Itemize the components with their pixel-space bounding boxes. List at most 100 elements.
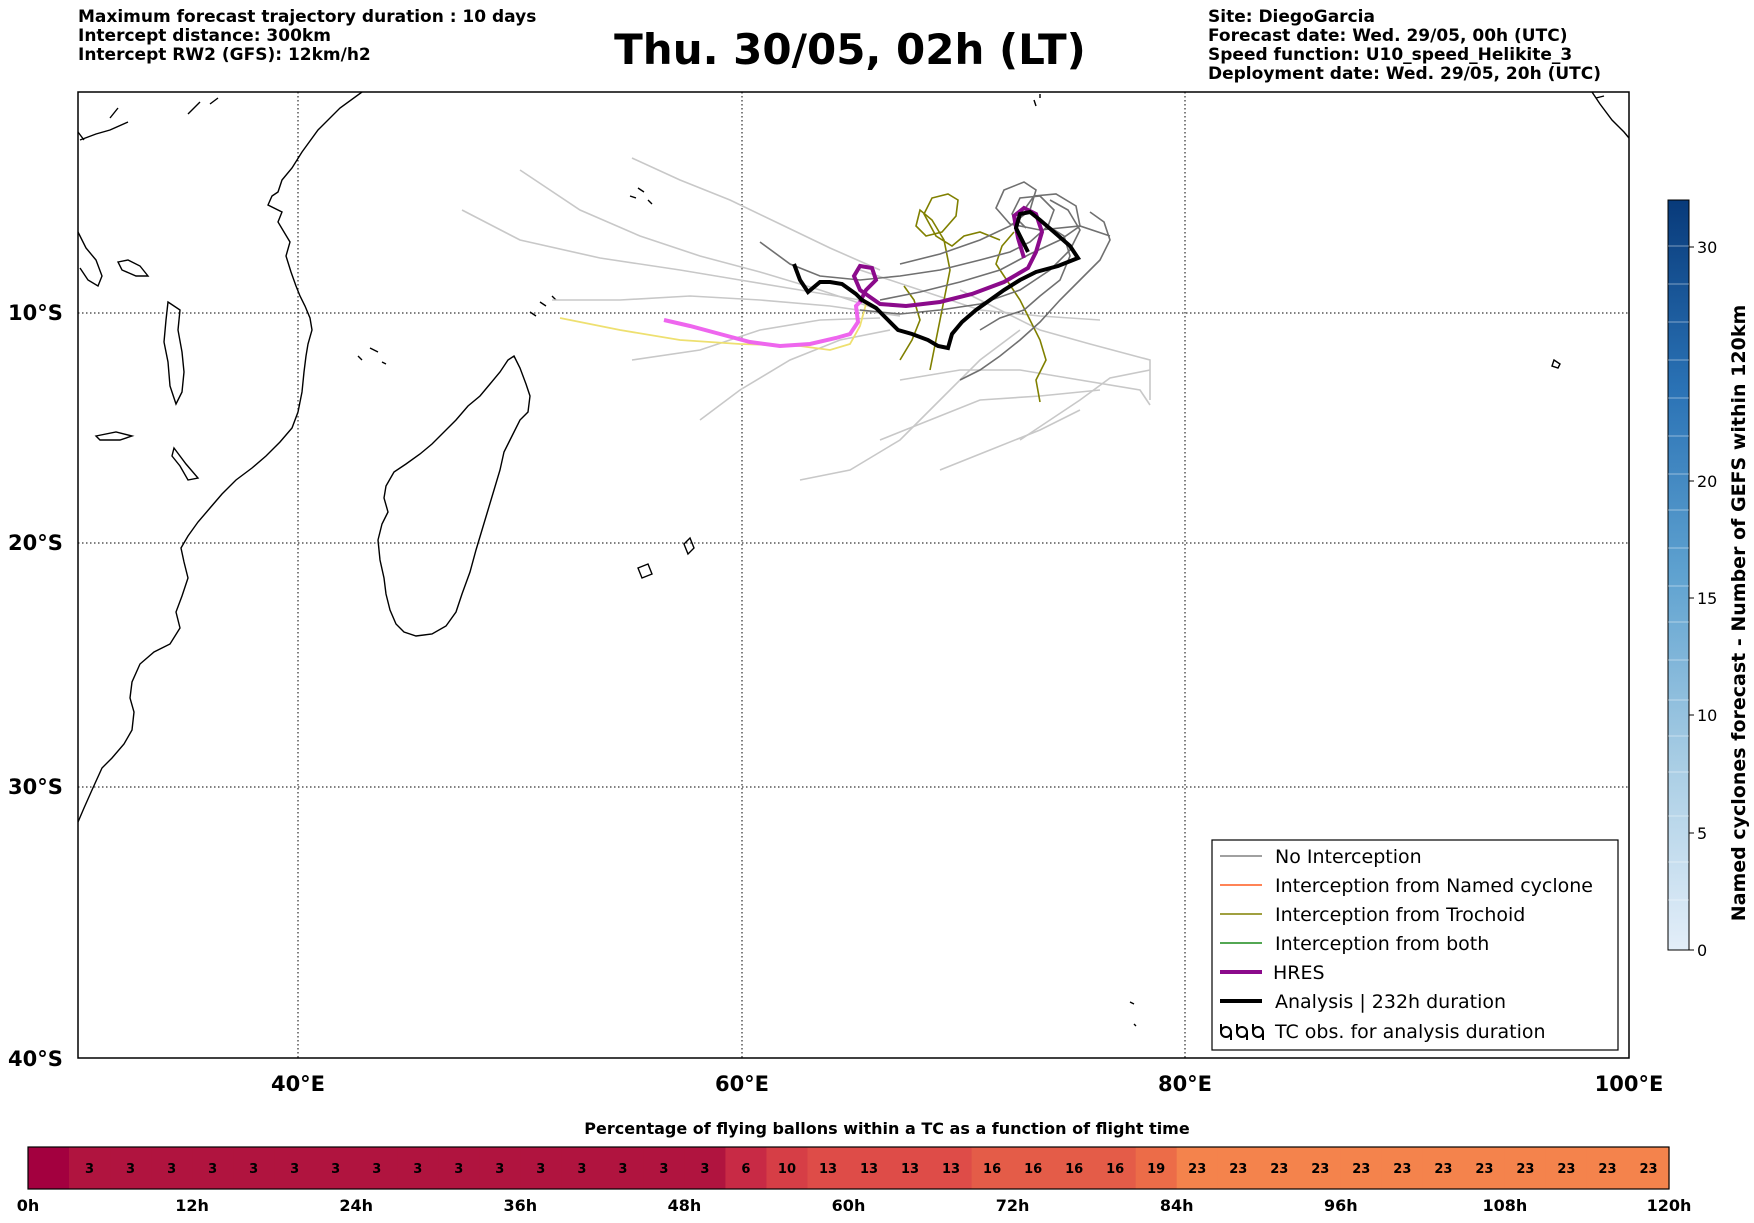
colorbar-cell-value: 19 [1147,1162,1165,1177]
colorbar-cell [848,1147,891,1189]
colorbar-cell [1135,1147,1178,1189]
horn-coast [78,231,103,288]
hres-trajectory [851,205,1045,309]
legend-entry-tc-obs: TC obs. for analysis duration [1220,1021,1546,1043]
colorbar-cell [397,1147,439,1189]
colorbar-cell [1545,1147,1588,1189]
lon-label-80e: 80°E [1158,1072,1212,1096]
colorbar-time-label: 36h [503,1196,537,1215]
lat-label-30s: 30°S [8,775,63,799]
colorbar-cell [602,1147,644,1189]
colorbar-time-label: 24h [339,1196,373,1215]
colorbar-cell [192,1147,234,1189]
colorbar-cell-value: 23 [1434,1162,1452,1177]
legend-entry-trochoid: Interception from Trochoid [1220,904,1525,926]
lon-label-40e: 40°E [271,1072,325,1096]
colorbar-cell-value: 16 [983,1162,1001,1177]
svg-text:Interception from both: Interception from both [1275,933,1489,955]
legend-entry-analysis: Analysis | 232h duration [1220,991,1506,1013]
colorbar-cell-value: 3 [618,1162,627,1177]
colorbar-cell [1012,1147,1055,1189]
colorbar-cell-value: 3 [372,1162,381,1177]
svg-text:0: 0 [1697,941,1707,960]
forecast-parameters: Maximum forecast trajectory duration : 1… [78,8,536,65]
lake-malawi [171,446,200,481]
colorbar-cell-value: 16 [1106,1162,1124,1177]
colorbar-cell [1586,1147,1629,1189]
colorbar-cell-value: 13 [942,1162,960,1177]
colorbar-cell-value: 23 [1311,1162,1329,1177]
colorbar-cell-value: 6 [741,1162,750,1177]
colorbar-cell-value: 23 [1557,1162,1575,1177]
colorbar-cell [1299,1147,1342,1189]
ensemble-trajectories-light [461,157,1151,481]
colorbar-cell-value: 23 [1516,1162,1534,1177]
svg-text:Interception from Named cyclon: Interception from Named cyclone [1275,875,1593,897]
colorbar-cell [1504,1147,1547,1189]
svg-text:15: 15 [1697,589,1717,608]
arabia-coastline [78,97,219,141]
colorbar-time-label: 72h [996,1196,1030,1215]
colorbar-cell-value: 3 [85,1162,94,1177]
colorbar-cell-value: 3 [536,1162,545,1177]
colorbar-cell-value: 13 [819,1162,837,1177]
legend-entry-hres: HRES [1220,962,1325,984]
legend-entry-named-cyclone: Interception from Named cyclone [1220,875,1593,897]
colorbar-cell-value: 23 [1475,1162,1493,1177]
colorbar-time-label: 96h [1324,1196,1358,1215]
colorbar-cell [684,1147,727,1189]
intercept-rw2-text: Intercept RW2 (GFS): 12km/h2 [78,45,371,65]
hres-forecast-trajectory [663,298,864,349]
colorbar-blue-gradient [1667,199,1690,951]
colorbar-cell [1381,1147,1424,1189]
colorbar-cell-value: 3 [413,1162,422,1177]
legend-entry-both: Interception from both [1220,933,1489,955]
africa-coastline [78,92,363,823]
sumatra-tip [1591,92,1629,139]
colorbar-cell-value: 3 [700,1162,709,1177]
colorbar-cell [1422,1147,1465,1189]
colorbar-cell [889,1147,932,1189]
legend: No Interception Interception from Named … [1211,839,1619,1051]
colorbar-cell [520,1147,562,1189]
longitude-labels: 40°E 60°E 80°E 100°E [271,1072,1663,1096]
colorbar-cell [233,1147,275,1189]
svg-text:No Interception: No Interception [1275,846,1422,868]
colorbar-bottom-time-labels: 0h 12h 24h 36h 48h 60h 72h 84h 96h 108h 120h [17,1196,1692,1215]
colorbar-blue-label: Named cyclones forecast - Number of GEFS… [1728,305,1750,922]
svg-text:TC obs. for analysis duration: TC obs. for analysis duration [1274,1021,1546,1043]
map-frame [77,91,1630,1059]
site-text: Site: DiegoGarcia [1208,7,1375,27]
colorbar-cell-value: 23 [1229,1162,1247,1177]
colorbar-cell-value: 10 [778,1162,796,1177]
colorbar-cell [766,1147,809,1189]
lon-label-100e: 100°E [1595,1072,1664,1096]
colorbar-cell-value: 3 [659,1162,668,1177]
site-information: Site: DiegoGarcia Forecast date: Wed. 29… [1208,8,1601,84]
lake-victoria [163,300,185,406]
colorbar-cell [274,1147,316,1189]
colorbar-cell-value: 3 [454,1162,463,1177]
colorbar-cell-value: 3 [290,1162,299,1177]
colorbar-cell-value: 3 [208,1162,217,1177]
colorbar-cell-value: 23 [1188,1162,1206,1177]
colorbar-cell [110,1147,152,1189]
colorbar-bottom-title: Percentage of flying ballons within a TC… [584,1119,1190,1138]
colorbar-cell [69,1147,111,1189]
socotra-island [116,259,150,277]
lat-label-10s: 10°S [8,301,63,325]
colorbar-cell [438,1147,480,1189]
colorbar-cell-value: 23 [1639,1162,1657,1177]
colorbar-cell [356,1147,398,1189]
map-content [78,92,1629,1058]
map-title: Thu. 30/05, 02h (LT) [614,25,1086,74]
colorbar-cell-value: 23 [1598,1162,1616,1177]
colorbar-time-label: 84h [1160,1196,1194,1215]
colorbar-cell [28,1147,70,1189]
colorbar-cell [1463,1147,1506,1189]
speed-function-text: Speed function: U10_speed_Helikite_3 [1208,45,1573,65]
colorbar-time-label: 12h [175,1196,209,1215]
colorbar-cell [1627,1147,1670,1189]
colorbar-cell-value: 23 [1393,1162,1411,1177]
